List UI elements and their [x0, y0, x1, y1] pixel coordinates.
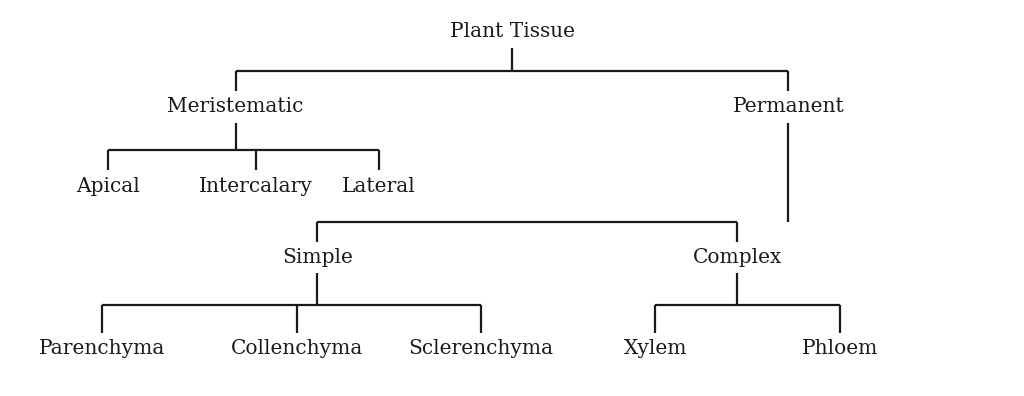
Text: Parenchyma: Parenchyma: [39, 339, 166, 358]
Text: Phloem: Phloem: [802, 339, 878, 358]
Text: Permanent: Permanent: [732, 97, 845, 116]
Text: Sclerenchyma: Sclerenchyma: [409, 339, 554, 358]
Text: Simple: Simple: [282, 248, 353, 267]
Text: Xylem: Xylem: [624, 339, 687, 358]
Text: Complex: Complex: [692, 248, 782, 267]
Text: Lateral: Lateral: [342, 177, 416, 196]
Text: Plant Tissue: Plant Tissue: [450, 22, 574, 41]
Text: Intercalary: Intercalary: [199, 177, 313, 196]
Text: Apical: Apical: [76, 177, 139, 196]
Text: Meristematic: Meristematic: [167, 97, 304, 116]
Text: Collenchyma: Collenchyma: [230, 339, 364, 358]
